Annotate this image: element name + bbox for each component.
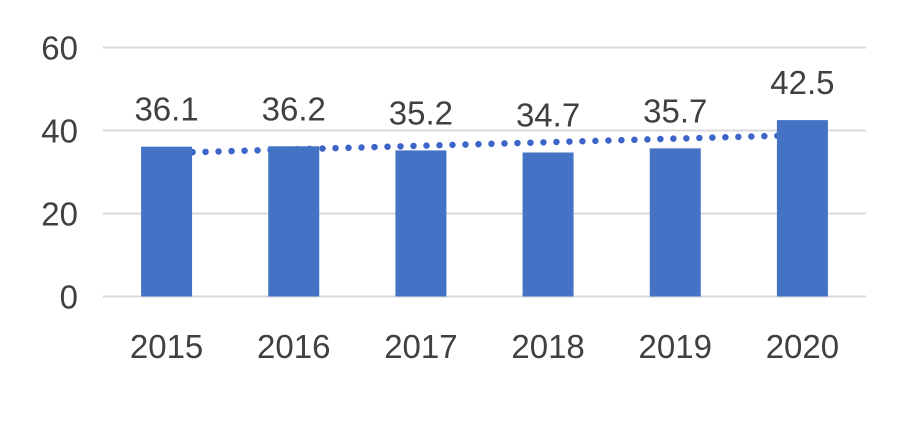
x-axis-label-2016: 2016 — [257, 328, 330, 365]
bar-2020 — [776, 120, 828, 297]
bar-2016 — [268, 146, 320, 297]
bar-2019 — [649, 148, 701, 297]
x-axis-label-2020: 2020 — [766, 328, 839, 365]
data-label-2016: 36.2 — [262, 90, 326, 127]
y-axis-label-40: 40 — [41, 113, 78, 150]
data-label-2020: 42.5 — [770, 64, 834, 101]
bar-2015 — [141, 146, 193, 297]
y-axis-label-20: 20 — [41, 196, 78, 233]
data-label-2015: 36.1 — [134, 91, 198, 128]
bar-2018 — [522, 152, 574, 297]
y-axis-label-0: 0 — [60, 279, 78, 316]
x-axis-label-2015: 2015 — [130, 328, 203, 365]
data-label-2018: 34.7 — [516, 96, 580, 133]
y-axis-label-60: 60 — [41, 30, 78, 67]
bar-2017 — [395, 150, 447, 297]
trendline-dotted — [163, 131, 806, 157]
data-label-2019: 35.7 — [643, 92, 707, 129]
x-axis-label-2019: 2019 — [639, 328, 712, 365]
x-axis-label-2018: 2018 — [511, 328, 584, 365]
x-axis-label-2017: 2017 — [384, 328, 457, 365]
data-label-2017: 35.2 — [389, 94, 453, 131]
